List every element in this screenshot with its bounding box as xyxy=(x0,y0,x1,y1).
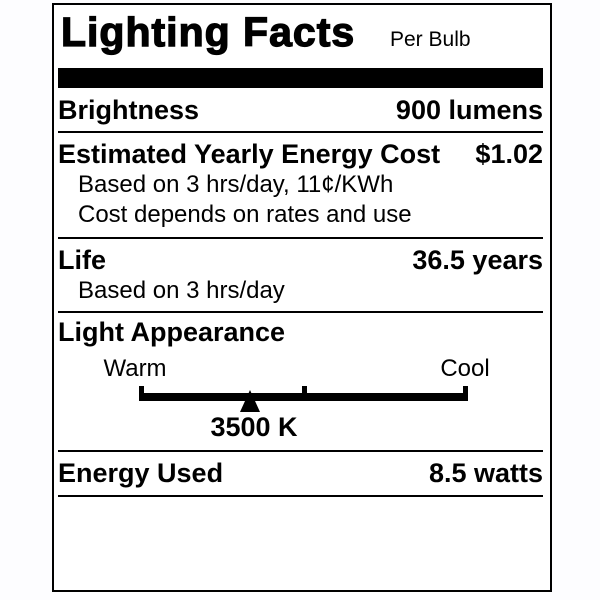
label-subtitle: Per Bulb xyxy=(390,28,471,51)
energy-used-label: Energy Used xyxy=(58,458,224,488)
color-temperature-scale xyxy=(139,386,468,425)
energy-cost-row: Estimated Yearly Energy Cost $1.02 xyxy=(58,139,543,170)
brightness-row: Brightness 900 lumens xyxy=(58,95,543,126)
temperature-value: 3500 K xyxy=(210,412,298,442)
light-appearance-section: Light Appearance Warm Cool 3500 K xyxy=(58,313,543,452)
energy-cost-label: Estimated Yearly Energy Cost xyxy=(58,139,441,169)
scale-cool-label: Cool xyxy=(440,355,490,382)
lighting-facts-label: Lighting Facts Per Bulb Brightness 900 l… xyxy=(52,3,552,592)
header-divider-bar xyxy=(58,68,543,88)
energy-used-value: 8.5 watts xyxy=(428,458,543,488)
scale-bar-line xyxy=(139,393,468,401)
life-section: Life 36.5 years Based on 3 hrs/day xyxy=(58,239,543,313)
energy-cost-note-basis: Based on 3 hrs/day, 11¢/KWh xyxy=(78,171,394,198)
energy-cost-section: Estimated Yearly Energy Cost $1.02 Based… xyxy=(58,133,543,239)
life-value: 36.5 years xyxy=(412,245,543,275)
scale-warm-label: Warm xyxy=(103,355,167,382)
label-header: Lighting Facts Per Bulb xyxy=(58,5,543,68)
label-title: Lighting Facts xyxy=(60,9,356,55)
brightness-value: 900 lumens xyxy=(395,95,543,125)
energy-cost-note-disclaimer: Cost depends on rates and use xyxy=(78,201,412,228)
light-appearance-label: Light Appearance xyxy=(58,317,286,347)
brightness-section: Brightness 900 lumens xyxy=(58,88,543,133)
brightness-label: Brightness xyxy=(58,95,200,125)
energy-cost-value: $1.02 xyxy=(475,139,543,169)
life-row: Life 36.5 years xyxy=(58,245,543,276)
energy-used-section: Energy Used 8.5 watts xyxy=(58,452,543,497)
temperature-marker-triangle-icon xyxy=(239,390,260,412)
energy-used-row: Energy Used 8.5 watts xyxy=(58,458,543,489)
life-note-basis: Based on 3 hrs/day xyxy=(78,277,285,304)
life-label: Life xyxy=(58,245,107,275)
